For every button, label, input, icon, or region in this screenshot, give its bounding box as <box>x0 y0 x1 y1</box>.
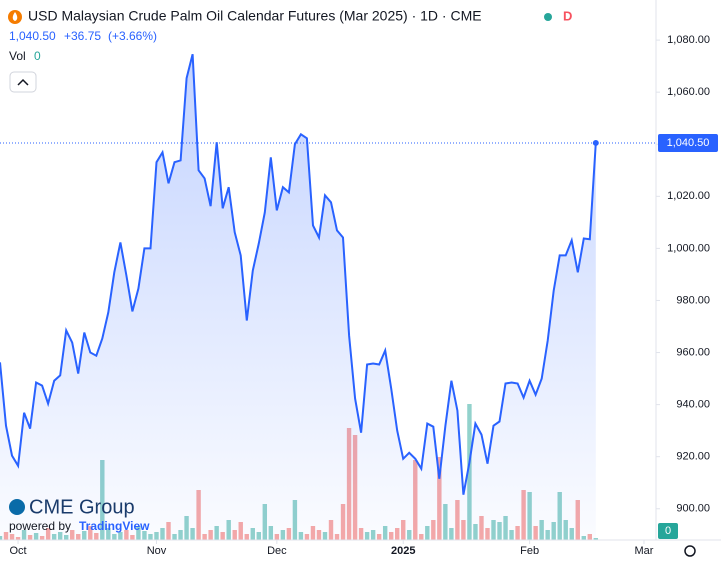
powered-brand: TradingView <box>79 519 150 533</box>
x-tick-label: Mar <box>634 545 653 557</box>
y-tick-label: 940.00 <box>676 399 710 411</box>
change-pct: (+3.66%) <box>108 29 157 43</box>
last-price-tag-label: 1,040.50 <box>667 137 710 149</box>
y-tick-label: 1,080.00 <box>667 34 710 46</box>
last-point <box>592 139 599 146</box>
area <box>0 54 596 540</box>
x-tick-label: Oct <box>9 545 26 557</box>
settings-icon[interactable] <box>684 545 696 557</box>
volume-label: Vol <box>9 49 26 63</box>
price-line <box>0 53 597 495</box>
y-tick-label: 960.00 <box>676 346 710 358</box>
chevron <box>17 78 29 86</box>
change: +36.75 <box>64 29 101 43</box>
volume-tag <box>658 523 678 539</box>
volume-bar <box>593 538 599 540</box>
status-dot <box>544 13 552 21</box>
logo-icon <box>9 499 25 515</box>
interval-badge: D <box>563 8 572 23</box>
title: USD Malaysian Crude Palm Oil Calendar Fu… <box>28 8 482 24</box>
y-tick-label: 1,000.00 <box>667 242 710 254</box>
powered-by: powered by <box>9 519 71 533</box>
logo: CME Group <box>29 496 135 518</box>
x-tick-label: 2025 <box>391 545 415 557</box>
legend: USD Malaysian Crude Palm Oil Calendar Fu… <box>8 8 572 93</box>
x-tick-label: Feb <box>520 545 539 557</box>
volume-tag-label: 0 <box>665 525 671 537</box>
x-tick-label: Dec <box>267 545 287 557</box>
volume-value: 0 <box>34 49 41 63</box>
y-tick-label: 1,060.00 <box>667 86 710 98</box>
x-tick-label: Nov <box>147 545 167 557</box>
y-tick-label: 1,020.00 <box>667 190 710 202</box>
y-tick-label: 900.00 <box>676 503 710 515</box>
drop <box>12 12 18 21</box>
y-tick-label: 920.00 <box>676 451 710 463</box>
last-price-tag <box>658 133 718 152</box>
last-price: 1,040.50 <box>9 29 56 43</box>
watermark: CME Group powered by TradingView <box>9 496 150 533</box>
collapse-button[interactable] <box>9 71 37 93</box>
y-tick-label: 980.00 <box>676 294 710 306</box>
